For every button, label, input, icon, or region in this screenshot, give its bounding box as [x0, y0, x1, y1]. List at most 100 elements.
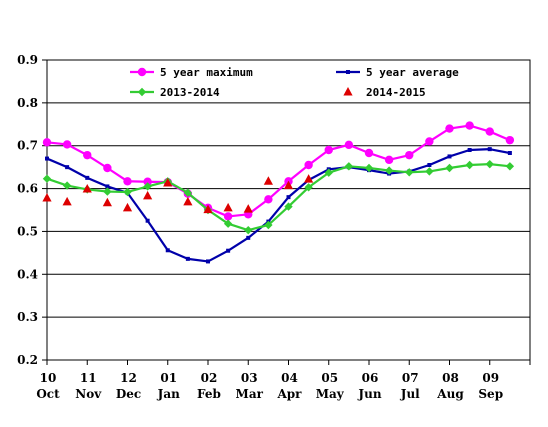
x-tick-number: 05: [321, 371, 338, 385]
data-point: [42, 138, 52, 147]
data-point: [143, 177, 152, 186]
data-point: [203, 204, 213, 214]
data-point: [223, 202, 233, 212]
data-point: [264, 195, 273, 204]
data-point: [324, 168, 333, 177]
data-point: [244, 225, 253, 235]
series-2014-2015: [42, 174, 314, 214]
data-point: [103, 187, 112, 196]
data-point: [344, 162, 354, 171]
data-point: [145, 218, 150, 223]
data-point: [286, 195, 291, 200]
data-point: [384, 166, 394, 175]
data-point: [123, 177, 132, 186]
data-point: [427, 163, 432, 167]
y-tick-label: 0.7: [17, 139, 38, 153]
data-point: [42, 174, 52, 183]
data-point: [304, 160, 313, 170]
data-point: [405, 168, 414, 177]
data-point: [82, 184, 92, 193]
data-point: [505, 135, 515, 145]
x-tick-number: 06: [362, 371, 379, 385]
legend-swatch-marker: [346, 70, 350, 74]
data-point: [507, 151, 512, 155]
data-point: [405, 150, 414, 160]
x-tick-month: Dec: [116, 387, 141, 401]
x-tick-month: Apr: [276, 387, 302, 401]
legend-label: 5 year average: [366, 66, 459, 79]
legend-item: 2013-2014: [130, 86, 220, 99]
x-axis: 10 Oct 11 Nov 12 Dec 01 Jan 02 Feb 03 Mar 04 Apr 05 May…: [36, 360, 531, 401]
data-point: [42, 193, 52, 202]
x-tick-month: Nov: [75, 387, 102, 401]
legend-label: 5 year maximum: [160, 66, 253, 79]
x-tick-month: Jun: [357, 387, 381, 401]
legend-label: 2014-2015: [366, 86, 426, 99]
legend-swatch-marker: [137, 67, 147, 77]
data-point: [62, 181, 72, 190]
data-point: [103, 163, 112, 173]
y-axis: 0.9 0.8 0.7 0.6 0.5 0.4 0.3 0.2: [17, 53, 47, 367]
legend-label: 2013-2014: [160, 86, 220, 99]
series-group: [42, 121, 515, 264]
data-point: [445, 124, 454, 133]
x-tick-number: 10: [40, 371, 57, 385]
x-tick-month: Mar: [236, 387, 264, 401]
data-point: [62, 140, 72, 149]
data-point: [465, 121, 474, 130]
data-point: [62, 196, 72, 206]
y-tick-label: 0.6: [17, 182, 38, 196]
x-tick-number: 02: [201, 371, 218, 385]
x-tick-number: 12: [120, 371, 137, 385]
data-point: [65, 165, 70, 170]
data-point: [243, 204, 253, 213]
data-point: [447, 154, 452, 159]
data-point: [85, 175, 90, 180]
x-tick-number: 07: [402, 371, 419, 385]
data-point: [284, 202, 293, 211]
y-tick-label: 0.2: [17, 353, 38, 367]
legend-swatch-marker: [343, 87, 353, 96]
data-point: [364, 148, 374, 158]
data-point: [324, 145, 333, 155]
data-point: [364, 163, 374, 173]
data-point: [143, 182, 152, 191]
x-tick-number: 11: [80, 371, 97, 385]
data-point: [122, 202, 133, 212]
data-point: [304, 174, 314, 183]
data-point: [465, 160, 474, 170]
x-tick-number: 09: [482, 371, 499, 385]
x-tick-number: 01: [160, 371, 177, 385]
data-point: [83, 150, 92, 160]
x-tick-month: Jan: [157, 387, 180, 401]
legend-item: 5 year maximum: [130, 66, 253, 79]
legend-item: 5 year average: [336, 66, 459, 79]
data-point: [425, 167, 434, 176]
data-point: [163, 178, 173, 187]
data-point: [206, 259, 210, 264]
data-point: [264, 220, 273, 230]
data-point: [485, 159, 494, 169]
data-point: [304, 183, 313, 192]
data-point: [226, 248, 231, 253]
data-point: [487, 147, 492, 152]
data-point: [123, 187, 132, 197]
data-point: [105, 184, 110, 189]
data-point: [223, 219, 233, 228]
data-point: [384, 155, 394, 165]
x-tick-number: 04: [281, 371, 298, 385]
data-point: [223, 212, 233, 221]
x-tick-month: Sep: [478, 387, 503, 401]
data-point: [505, 162, 515, 171]
x-tick-number: 08: [442, 371, 459, 385]
x-tick-month: Aug: [436, 387, 464, 401]
x-tick-month: May: [316, 387, 345, 401]
data-point: [183, 188, 193, 198]
data-point: [102, 197, 112, 207]
x-tick-number: 03: [241, 371, 258, 385]
y-tick-label: 0.9: [17, 53, 38, 67]
y-tick-label: 0.4: [17, 267, 38, 281]
data-point: [165, 248, 170, 253]
data-point: [283, 180, 294, 190]
